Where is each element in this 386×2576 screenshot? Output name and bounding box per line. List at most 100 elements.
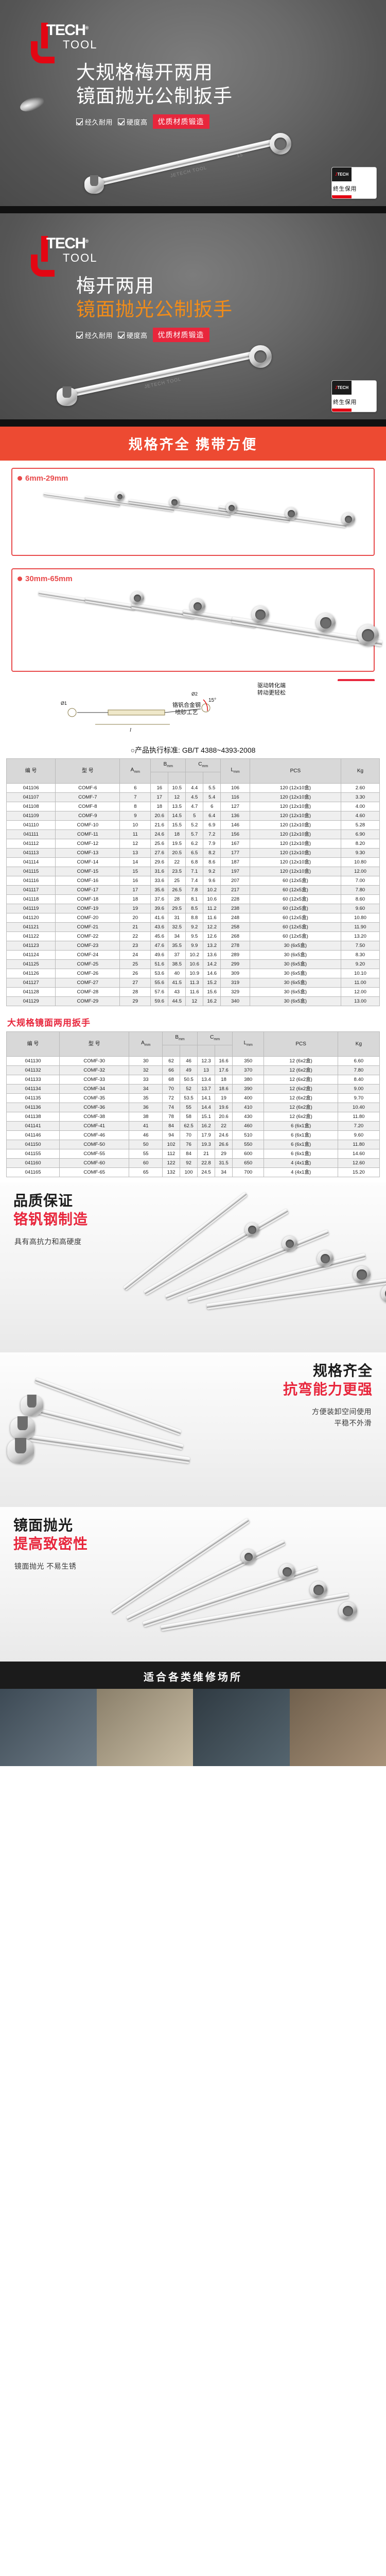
table-cell-5: 16.2: [197, 1121, 216, 1131]
table-row: 041165 COMF-65 65 132 100 24.5 34 700 4 (4x1盒) 15…: [6, 1167, 380, 1177]
table-cell-6: 31.5: [215, 1158, 233, 1168]
application-title: 适合各类维修场所: [144, 1672, 242, 1683]
table-cell-2: 26: [119, 969, 151, 978]
table-cell-8: 4 (4x1盒): [264, 1167, 338, 1177]
table-cell-0: 041107: [6, 792, 56, 802]
table-cell-0: 041121: [6, 922, 56, 932]
table-cell-0: 041160: [6, 1158, 60, 1168]
table-cell-4: 46: [180, 1056, 198, 1066]
table-cell-9: 13.20: [340, 931, 380, 941]
table-cell-7: 380: [232, 1075, 265, 1084]
table-cell-7: 278: [220, 941, 250, 951]
table-cell-0: 041132: [6, 1065, 60, 1075]
table-cell-5: 4.5: [185, 792, 204, 802]
table-cell-7: 268: [220, 931, 250, 941]
table-cell-5: 6.8: [185, 857, 204, 867]
spec-table-main-head: 编 号 型 号 Amm Bmm Cmm Lmm PCS Kg: [6, 758, 380, 784]
table-cell-1: COMF-17: [55, 885, 120, 895]
table-cell-0: 041150: [6, 1140, 60, 1149]
table-cell-8: 60 (12x5盒): [249, 922, 341, 932]
table-cell-5: 5.7: [185, 829, 204, 839]
table-cell-2: 34: [129, 1084, 163, 1094]
table-cell-0: 041118: [6, 894, 56, 904]
table-cell-2: 15: [119, 867, 151, 876]
bullet-icon: [17, 476, 22, 481]
table-row: 041134 COMF-34 34 70 52 13.7 18.6 390 12 (6x2盒) 9…: [6, 1084, 380, 1094]
table-cell-0: 041127: [6, 978, 56, 988]
table-cell-2: 60: [129, 1158, 163, 1168]
feature-quality-sub: 具有高抗力和高硬度: [14, 1238, 82, 1246]
logo-tech-text: TECH®: [46, 22, 89, 39]
table-cell-4: 26.5: [168, 885, 186, 895]
table-cell-6: 13.2: [203, 941, 221, 951]
table-row: 041155 COMF-55 55 112 84 21 29 600 6 (6x1盒) 14.60: [6, 1149, 380, 1159]
table-cell-1: COMF-35: [59, 1093, 130, 1103]
table-cell-5: 6.2: [185, 839, 204, 849]
table-row: 041126 COMF-26 26 53.6 40 10.9 14.6 309 30 (6x5盒…: [6, 969, 380, 978]
application-photo-1: [0, 1689, 97, 1766]
table-cell-0: 041108: [6, 802, 56, 811]
table-cell-5: 8.5: [185, 904, 204, 913]
table-cell-1: COMF-30: [59, 1056, 130, 1066]
wrench-shaft: [73, 350, 256, 397]
table-cell-5: 11.3: [185, 978, 204, 988]
table-cell-4: 19.5: [168, 839, 186, 849]
table-cell-3: 70: [162, 1084, 181, 1094]
bullet-icon: [17, 577, 22, 581]
table-cell-6: 6: [203, 802, 221, 811]
th-b2: [180, 1045, 198, 1057]
table-cell-0: 041117: [6, 885, 56, 895]
check-icon: [76, 331, 83, 338]
badge-hardness: 硬度高: [118, 330, 148, 340]
table-cell-8: 120 (12x10盒): [249, 839, 341, 849]
badge-durable: 经久耐用: [76, 330, 113, 340]
feature-quality-title: 品质保证 铬钒钢制造: [13, 1192, 88, 1229]
table-cell-7: 390: [232, 1084, 265, 1094]
feature-quality: 品质保证 铬钒钢制造 具有高抗力和高硬度: [0, 1182, 386, 1352]
table-cell-6: 6.9: [203, 820, 221, 830]
badge-durable: 经久耐用: [76, 117, 113, 127]
table-cell-0: 041146: [6, 1130, 60, 1140]
table-cell-9: 8.60: [340, 894, 380, 904]
table-cell-3: 62: [162, 1056, 181, 1066]
table-cell-0: 041134: [6, 1084, 60, 1094]
table-cell-1: COMF-22: [55, 931, 120, 941]
spec-table-large-body: 041130 COMF-30 30 62 46 12.3 16.6 350 12 (6x2盒) 6…: [6, 1056, 380, 1177]
table-cell-9: 13.00: [340, 996, 380, 1006]
table-cell-3: 55.6: [150, 978, 169, 988]
spec-range-label-small: 6mm-29mm: [25, 474, 68, 483]
logo-tech-text: TECH®: [46, 235, 89, 252]
table-cell-6: 18: [215, 1075, 233, 1084]
table-row: 041110 COMF-10 10 21.6 15.5 5.2 6.9 146 120 (12x…: [6, 820, 380, 830]
badge-hardness-label: 硬度高: [127, 118, 148, 126]
feather-decoration: [18, 94, 46, 114]
table-cell-0: 041135: [6, 1093, 60, 1103]
table-cell-3: 20.6: [150, 811, 169, 821]
table-cell-1: COMF-23: [55, 941, 120, 951]
table-cell-6: 17.6: [215, 1065, 233, 1075]
application-photo-3: [193, 1689, 290, 1766]
table-cell-6: 8.2: [203, 848, 221, 858]
table-cell-6: 12.6: [203, 931, 221, 941]
table-cell-4: 40: [168, 969, 186, 978]
badge-forged: 优质材质锻造: [152, 114, 209, 129]
table-cell-9: 10.10: [340, 969, 380, 978]
diagram-note-material: 铬钒合金钢 喷砂工艺: [172, 702, 201, 716]
table-row: 041118 COMF-18 18 37.6 28 8.1 10.6 228 60 (12x5盒…: [6, 894, 380, 904]
table-cell-1: COMF-13: [55, 848, 120, 858]
table-cell-7: 700: [232, 1167, 265, 1177]
table-cell-8: 120 (12x10盒): [249, 829, 341, 839]
table-row: 041136 COMF-36 36 74 55 14.4 19.6 410 12 (6x2盒) 1…: [6, 1103, 380, 1112]
table-row: 041108 COMF-8 8 18 13.5 4.7 6 127 120 (12x10盒) 4.…: [6, 802, 380, 811]
table-cell-5: 9.2: [185, 922, 204, 932]
table-cell-3: 25.6: [150, 839, 169, 849]
hero2-title-line2: 镜面抛光公制扳手: [76, 299, 233, 320]
table-cell-1: COMF-28: [55, 987, 120, 997]
table-cell-3: 24.6: [150, 829, 169, 839]
table-cell-9: 6.60: [337, 1056, 380, 1066]
table-cell-8: 6 (6x1盒): [264, 1121, 338, 1131]
table-cell-1: COMF-46: [59, 1130, 130, 1140]
table-cell-3: 39.6: [150, 904, 169, 913]
th-c2: [215, 1045, 233, 1057]
table-cell-8: 120 (12x10盒): [249, 857, 341, 867]
